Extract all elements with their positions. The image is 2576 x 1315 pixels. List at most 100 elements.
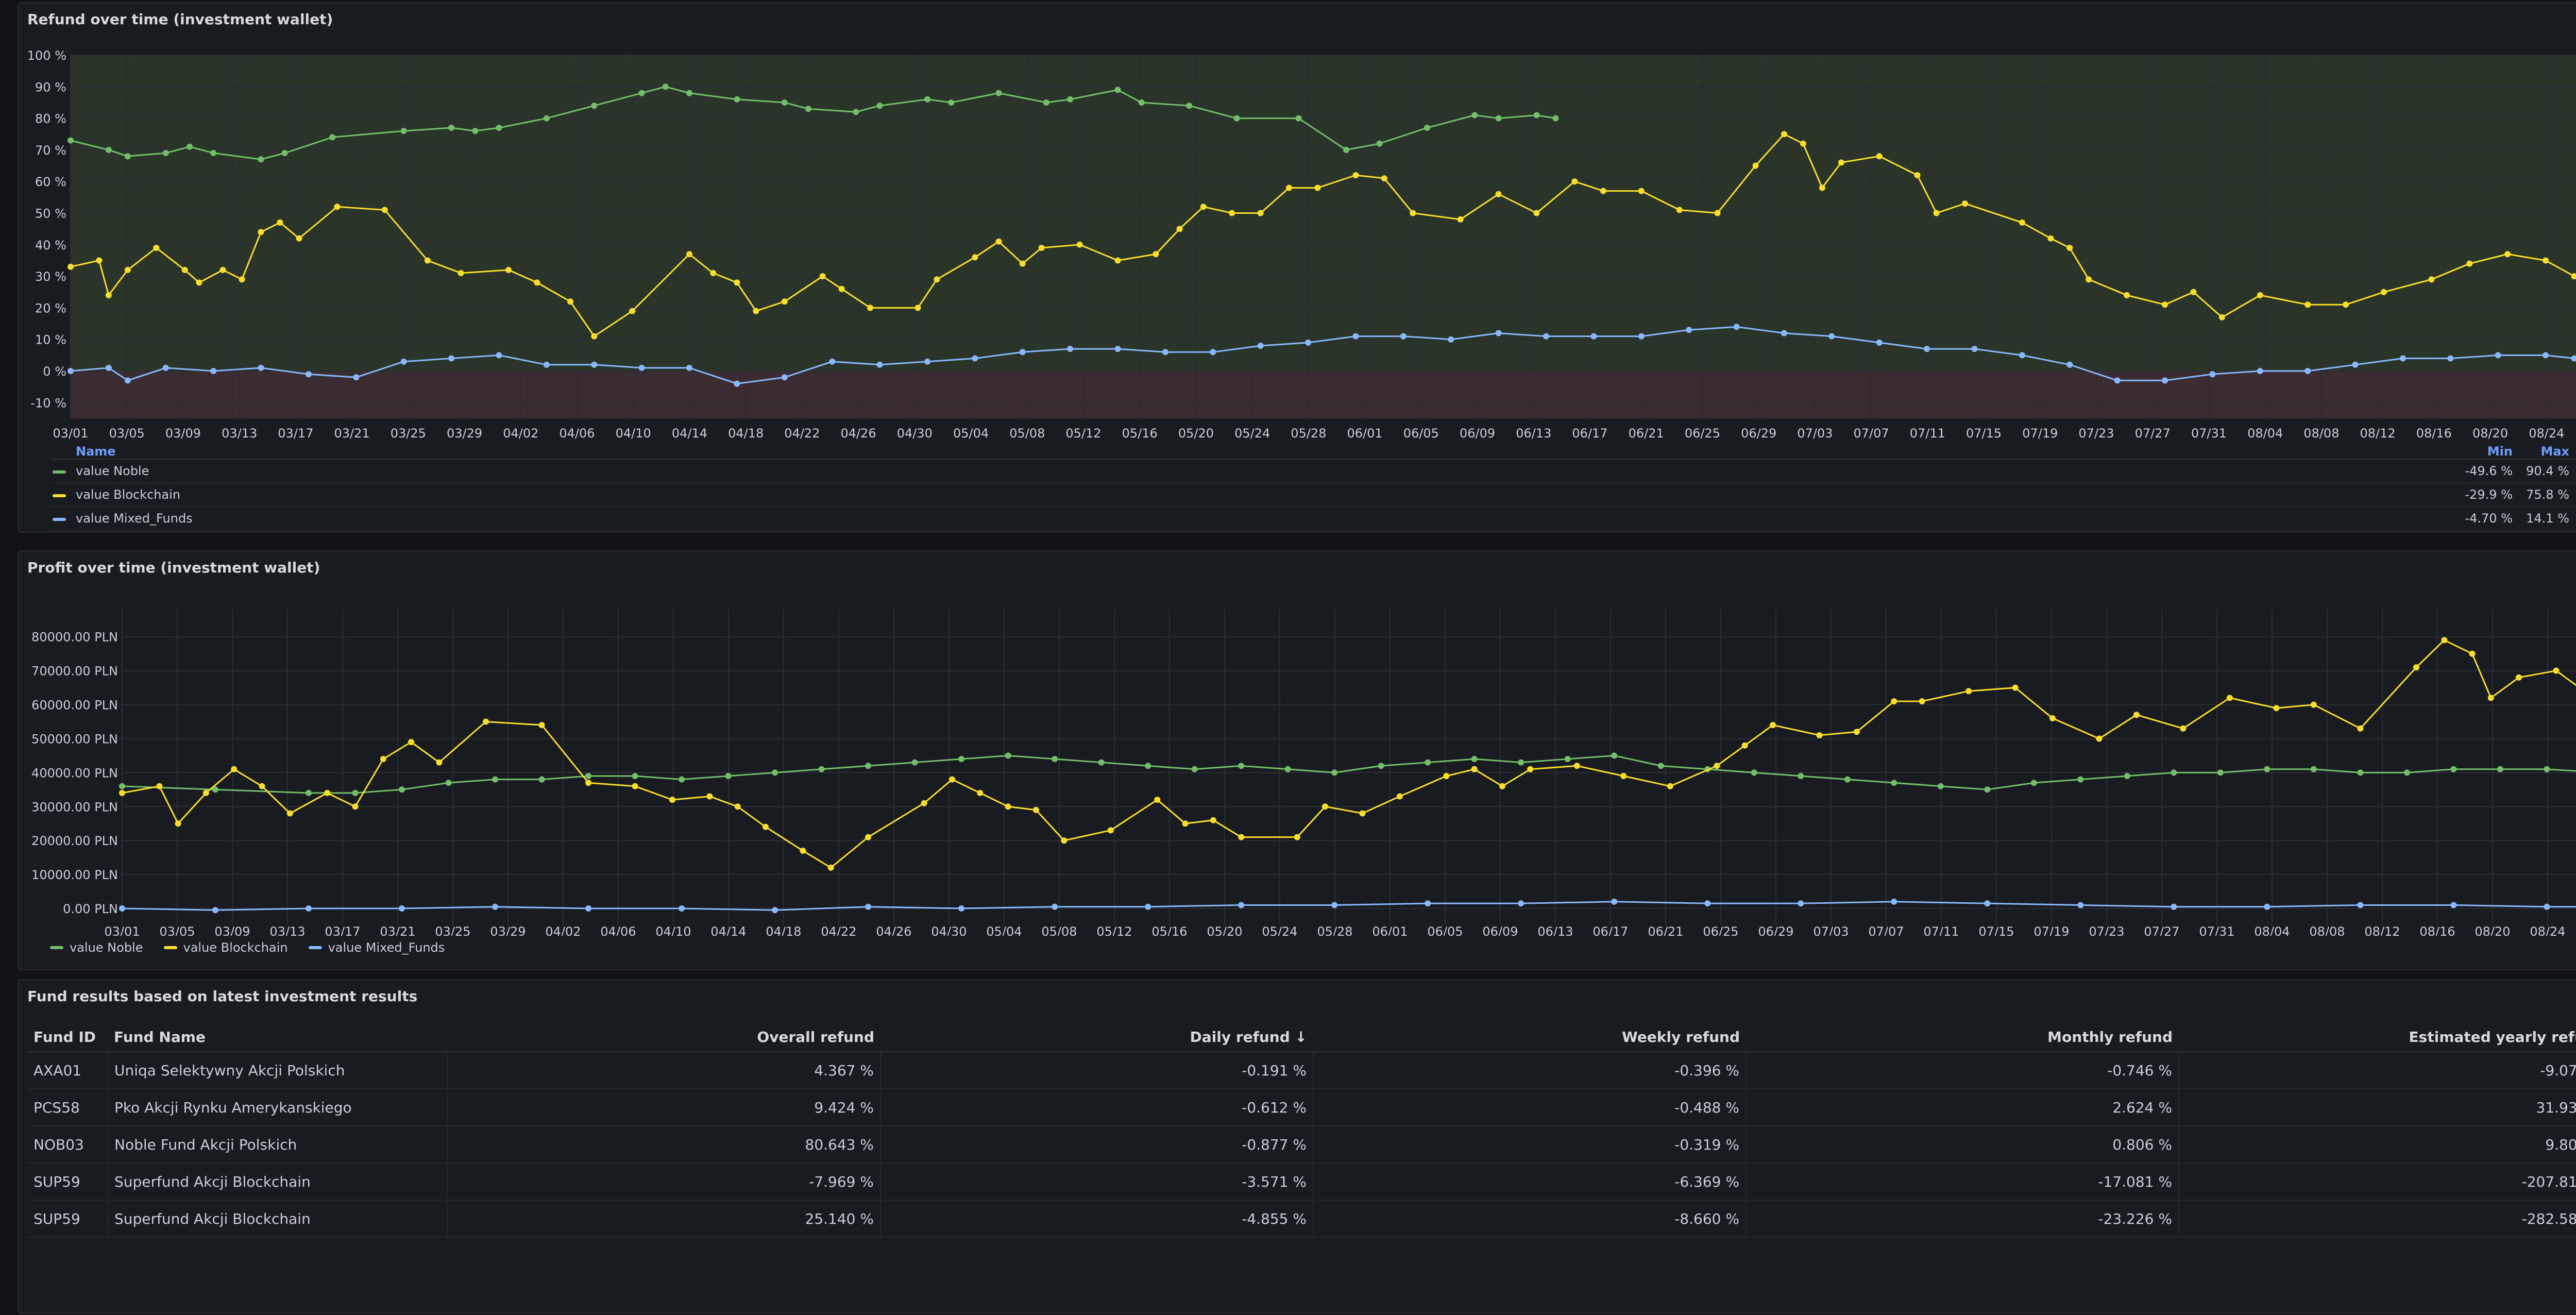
- data-point: [1443, 773, 1450, 779]
- table-row[interactable]: PCS58 Pko Akcji Rynku Amerykanskiego 9.4…: [27, 1089, 2576, 1126]
- x-tick-label: 03/17: [278, 426, 313, 441]
- data-point: [1019, 260, 1026, 267]
- table-row[interactable]: NOB03 Noble Fund Akcji Polskich 80.643 %…: [27, 1126, 2576, 1164]
- x-tick-label: 05/12: [1065, 426, 1101, 441]
- data-point: [1294, 834, 1300, 840]
- data-point: [296, 235, 302, 242]
- data-point: [1238, 763, 1245, 769]
- data-point: [175, 820, 181, 827]
- legend-header-min[interactable]: Min: [2487, 444, 2513, 459]
- data-point: [772, 769, 778, 776]
- cell-fund-name: Pko Akcji Rynku Amerykanskiego: [108, 1089, 448, 1126]
- legend-row-blockchain[interactable]: value Blockchain -29.9 % 75.8 % 25.1 %: [50, 483, 2576, 507]
- legend-header-max[interactable]: Max: [2540, 444, 2569, 459]
- data-point: [2047, 235, 2054, 242]
- col-yearly-refund[interactable]: Estimated yearly refund: [2179, 1023, 2576, 1052]
- col-fund-id[interactable]: Fund ID: [27, 1023, 108, 1052]
- x-tick-label: 04/14: [710, 924, 746, 936]
- data-point: [399, 786, 405, 793]
- cell-fund-name: Superfund Akcji Blockchain: [108, 1200, 448, 1238]
- profit-chart[interactable]: 0.00 PLN 10000.00 PLN 20000.00 PLN 30000.00…: [19, 552, 2576, 936]
- data-point: [1107, 827, 1114, 834]
- data-point: [725, 773, 732, 779]
- refund-chart[interactable]: -10 % 0 % 10 % 20 % 30 % 40 % 50 % 60 % 70 % 80 %…: [19, 4, 2576, 442]
- legend-swatch: [308, 946, 322, 949]
- data-point: [1495, 115, 1502, 122]
- data-point: [2171, 903, 2177, 910]
- data-point: [1162, 349, 1168, 356]
- panel-title[interactable]: Refund over time (investment wallet): [27, 11, 333, 28]
- table-row[interactable]: AXA01 Uniqa Selektywny Akcji Polskich 4.…: [27, 1052, 2576, 1089]
- data-point: [853, 109, 859, 115]
- legend-item-blockchain[interactable]: value Blockchain: [163, 940, 288, 955]
- data-point: [1924, 346, 1930, 352]
- x-tick-label: 07/15: [1966, 426, 2002, 441]
- x-tick-label: 07/31: [2199, 924, 2234, 936]
- data-point: [1038, 245, 1045, 251]
- legend-header-name[interactable]: Name: [76, 444, 116, 459]
- data-point: [259, 783, 265, 789]
- legend-row-mixed-funds[interactable]: value Mixed_Funds -4.70 % 14.1 % 2.41 %: [50, 507, 2576, 531]
- data-point: [96, 257, 103, 264]
- legend-item-noble[interactable]: value Noble: [50, 940, 143, 955]
- col-weekly-refund[interactable]: Weekly refund: [1313, 1023, 1746, 1052]
- data-point: [1286, 184, 1293, 191]
- data-point: [1800, 140, 1806, 147]
- data-point: [2012, 684, 2019, 691]
- cell-fund-id: SUP59: [27, 1163, 108, 1201]
- data-point: [865, 903, 872, 910]
- data-point: [1543, 333, 1549, 340]
- data-point: [352, 803, 359, 810]
- data-point: [2343, 301, 2349, 308]
- data-point: [1076, 241, 1083, 248]
- data-point: [1425, 900, 1431, 907]
- data-point: [2133, 712, 2140, 718]
- panel-title[interactable]: Fund results based on latest investment …: [27, 988, 418, 1005]
- data-point: [865, 834, 872, 840]
- data-point: [1145, 763, 1151, 769]
- data-point: [1564, 756, 1571, 762]
- data-point: [2571, 273, 2576, 280]
- legend-label: value Blockchain: [183, 940, 288, 955]
- data-point: [1876, 339, 1883, 346]
- col-overall-refund[interactable]: Overall refund: [448, 1023, 880, 1052]
- col-daily-refund[interactable]: Daily refund ↓: [880, 1023, 1313, 1052]
- col-monthly-refund[interactable]: Monthly refund: [1746, 1023, 2179, 1052]
- col-fund-name[interactable]: Fund Name: [108, 1023, 448, 1052]
- data-point: [1352, 333, 1359, 340]
- x-tick-label: 07/27: [2144, 924, 2179, 936]
- legend-header-last[interactable]: Last *: [2554, 444, 2576, 459]
- legend-row-noble[interactable]: value Noble -49.6 % 90.4 % 80.6 %: [50, 460, 2576, 483]
- data-point: [679, 905, 685, 912]
- x-tick-label: 08/08: [2309, 924, 2345, 936]
- data-point: [2544, 766, 2550, 772]
- data-point: [1571, 178, 1578, 185]
- y-tick-label: 10 %: [35, 333, 66, 347]
- x-tick-label: 03/21: [334, 426, 370, 441]
- data-point: [2450, 766, 2457, 772]
- data-point: [2190, 289, 2197, 295]
- panel-title[interactable]: Profit over time (investment wallet): [27, 559, 320, 576]
- y-tick-label: 80000.00 PLN: [31, 630, 118, 645]
- data-point: [591, 361, 598, 368]
- legend-item-mixed-funds[interactable]: value Mixed_Funds: [308, 940, 445, 955]
- data-point: [1233, 115, 1240, 122]
- cell-overall-refund: 25.140 %: [448, 1200, 881, 1238]
- x-tick-label: 07/27: [2135, 426, 2171, 441]
- cell-daily-refund: -0.612 %: [880, 1089, 1314, 1126]
- data-point: [1844, 776, 1851, 783]
- data-point: [353, 374, 360, 381]
- table-row[interactable]: SUP59 Superfund Akcji Blockchain -7.969 …: [27, 1163, 2576, 1201]
- data-point: [1052, 903, 1058, 910]
- data-point: [329, 134, 336, 141]
- refund-legend-table: Name Min Max Last * value Noble -49.6 % …: [50, 444, 2576, 531]
- data-point: [1891, 898, 1897, 905]
- data-point: [972, 254, 978, 261]
- data-point: [2413, 664, 2419, 671]
- data-point: [2450, 902, 2457, 908]
- data-point: [210, 150, 217, 156]
- table-row[interactable]: SUP59 Superfund Akcji Blockchain 25.140 …: [27, 1200, 2576, 1238]
- data-point: [181, 266, 188, 273]
- data-point: [2357, 769, 2364, 776]
- data-point: [1657, 763, 1664, 769]
